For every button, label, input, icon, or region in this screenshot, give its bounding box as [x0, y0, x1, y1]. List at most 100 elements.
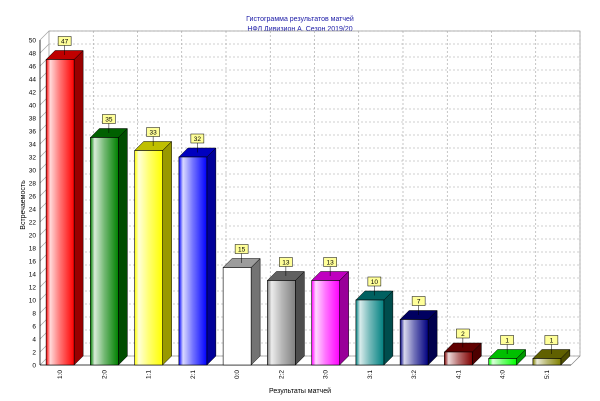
bar-0-0 — [222, 257, 261, 366]
x-tick-label: 1:1 — [146, 370, 153, 379]
bar-front — [134, 150, 163, 366]
bar-side — [339, 270, 349, 366]
bar-2-1 — [178, 147, 217, 366]
bar-front — [45, 59, 75, 366]
data-label-text: 13 — [282, 260, 290, 267]
data-label-box — [544, 335, 559, 345]
bar-front — [311, 280, 340, 366]
bar-front — [532, 358, 562, 366]
y-tick-label: 22 — [29, 219, 37, 226]
data-label-text: 1 — [550, 338, 554, 345]
y-tick-label: 30 — [29, 167, 37, 174]
data-labels: 47 35 33 32 15 13 13 10 7 2 1 1 — [57, 36, 559, 354]
y-tick-label: 4 — [32, 336, 36, 343]
y-tick-label: 28 — [29, 180, 37, 187]
y-tick-label: 42 — [29, 89, 37, 96]
data-label-box — [279, 257, 293, 267]
y-tick-label: 18 — [29, 245, 37, 252]
bar-front — [488, 358, 517, 366]
data-label: 32 — [190, 133, 205, 153]
data-label: 13 — [323, 257, 337, 276]
data-label-box — [102, 114, 116, 124]
x-tick-label: 5:1 — [544, 370, 551, 379]
bar-front — [267, 280, 296, 366]
x-tick-label: 0:0 — [234, 370, 241, 379]
x-tick-label: 3:1 — [367, 370, 374, 379]
y-tick-labels: 0 2 46 8 10 12 14 16 18 20 22 24 26 28 30 32 34 36 38 40 42 4… — [29, 37, 37, 369]
data-label-box — [456, 328, 470, 339]
x-tick-label: 1:0 — [57, 370, 64, 379]
data-label-text: 47 — [61, 39, 69, 46]
data-label: 1 — [544, 335, 559, 354]
data-label: 47 — [57, 36, 72, 55]
y-tick-label: 26 — [29, 193, 37, 200]
data-label-text: 2 — [461, 331, 465, 338]
data-label-text: 7 — [417, 299, 421, 306]
bar-front — [399, 319, 429, 366]
bar-2-0 — [89, 127, 128, 366]
x-tick-label: 2:1 — [190, 370, 197, 379]
y-tick-label: 38 — [29, 115, 37, 122]
data-label-text: 35 — [105, 117, 113, 124]
y-gridline-side — [39, 43, 50, 54]
data-label-box — [411, 296, 426, 306]
bar-front — [90, 137, 119, 366]
x-tick-label: 3:0 — [323, 370, 330, 379]
x-tick-label: 4:1 — [455, 370, 462, 379]
bar-side — [295, 270, 305, 366]
data-label: 1 — [500, 335, 514, 354]
data-label-box — [146, 127, 160, 137]
y-tick-label: 12 — [29, 284, 37, 291]
data-label-text: 1 — [505, 338, 509, 345]
y-tick-label: 0 — [32, 362, 36, 369]
x-tick-label: 3:2 — [411, 370, 418, 379]
y-tick-label: 40 — [29, 102, 37, 109]
data-label: 7 — [411, 296, 426, 315]
y-tick-label: 44 — [29, 76, 37, 83]
data-label: 15 — [234, 244, 249, 263]
data-label-box — [234, 244, 249, 254]
data-label-box — [323, 257, 337, 267]
bar-3-0 — [311, 270, 350, 366]
data-label-text: 10 — [371, 279, 379, 286]
data-label-box — [367, 276, 382, 287]
bar-3-1 — [355, 290, 394, 366]
bars — [45, 49, 571, 366]
y-tick-label: 48 — [29, 50, 37, 57]
bar-1-0 — [45, 49, 84, 366]
data-label-text: 15 — [238, 247, 246, 254]
bar-side — [162, 140, 172, 366]
x-tick-label: 4:0 — [500, 370, 507, 379]
y-tick-label: 32 — [29, 154, 37, 161]
y-axis-label: Встречаемость — [20, 180, 27, 230]
y-tick-label: 8 — [32, 310, 36, 317]
bar-side — [383, 290, 394, 366]
x-tick-labels: 1:0 2:0 1:1 2:1 0:0 2:2 3:0 3:1 3:2 4:1 4:0 5:1 — [57, 370, 551, 379]
data-label: 35 — [102, 114, 116, 133]
y-tick-label: 16 — [29, 258, 37, 265]
data-label-text: 13 — [327, 260, 335, 267]
y-tick-label: 34 — [29, 141, 37, 148]
y-tick-label: 20 — [29, 232, 37, 239]
bar-side — [206, 147, 217, 366]
y-tick-label: 36 — [29, 128, 37, 135]
bar-front — [222, 267, 252, 366]
x-axis-label: Результаты матчей — [269, 387, 331, 395]
x-tick-label: 2:0 — [101, 370, 108, 379]
bar-2-2 — [266, 270, 305, 366]
y-tick-label: 2 — [32, 349, 36, 356]
data-label-text: 33 — [150, 130, 158, 137]
y-tick-label: 10 — [29, 297, 37, 304]
y-tick-label: 14 — [29, 271, 37, 278]
floor-edge — [570, 355, 581, 366]
y-tick-label: 46 — [29, 63, 37, 70]
bar-front — [444, 351, 473, 366]
x-tick-label: 2:2 — [278, 370, 285, 379]
bar-3-2 — [399, 309, 438, 366]
chart-title: Гистограмма результатов матчей — [246, 15, 354, 23]
y-tick-label: 24 — [29, 206, 37, 213]
bar-1-1 — [134, 140, 173, 366]
y-gridline-side — [39, 30, 50, 41]
y-tick-label: 50 — [29, 37, 37, 44]
data-label-box — [57, 36, 72, 46]
